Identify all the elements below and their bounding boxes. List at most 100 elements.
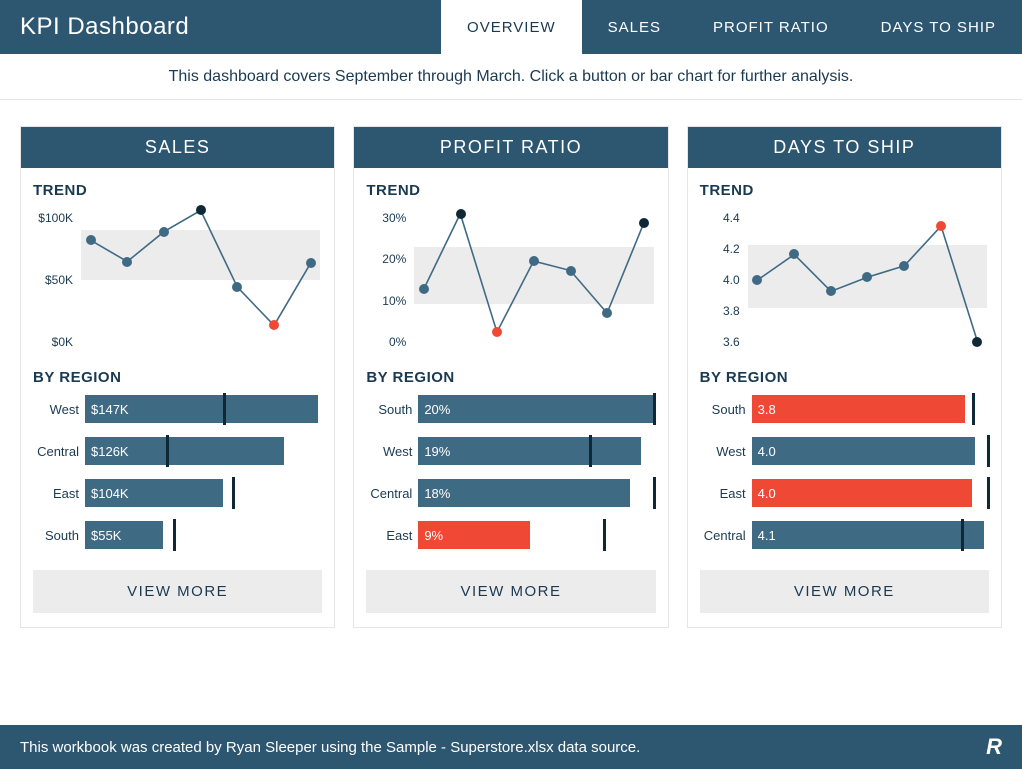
region-bar[interactable]: 18% <box>418 479 629 507</box>
region-value: $126K <box>91 444 129 459</box>
region-reference-line <box>589 435 592 467</box>
region-row[interactable]: West19% <box>366 434 655 468</box>
trend-ytick: 3.6 <box>700 335 746 349</box>
by-region-label: BY REGION <box>354 355 667 392</box>
trend-ytick: 4.2 <box>700 242 746 256</box>
dashboard-title: KPI Dashboard <box>0 0 441 54</box>
region-reference-line <box>166 435 169 467</box>
trend-marker[interactable] <box>122 257 132 267</box>
trend-y-axis: $100K$50K$0K <box>33 205 79 355</box>
region-reference-line <box>987 477 990 509</box>
region-row[interactable]: Central $126K <box>33 434 322 468</box>
tab-days-to-ship[interactable]: DAYS TO SHIP <box>855 0 1022 54</box>
region-value: 18% <box>424 486 450 501</box>
region-value: $104K <box>91 486 129 501</box>
region-row[interactable]: West $147K <box>33 392 322 426</box>
region-bar[interactable]: 9% <box>418 521 530 549</box>
region-value: 4.0 <box>758 444 776 459</box>
trend-marker[interactable] <box>826 286 836 296</box>
region-bar-track: 4.1 <box>752 521 989 549</box>
region-row[interactable]: East 4.0 <box>700 476 989 510</box>
region-bars: South3.8 West 4.0 East 4.0 Central4.1 <box>688 392 1001 560</box>
trend-marker[interactable] <box>456 209 466 219</box>
region-row[interactable]: East$104K <box>33 476 322 510</box>
tab-profit-ratio[interactable]: PROFIT RATIO <box>687 0 855 54</box>
trend-plot-area <box>748 209 987 351</box>
region-bar[interactable]: 19% <box>418 437 641 465</box>
trend-label: TREND <box>688 168 1001 205</box>
tab-sales[interactable]: SALES <box>582 0 687 54</box>
footer-logo-icon: R <box>986 734 1002 760</box>
trend-plot-area <box>414 209 653 351</box>
trend-ytick: 10% <box>366 294 412 308</box>
region-row[interactable]: South3.8 <box>700 392 989 426</box>
region-bar-track: $55K <box>85 521 322 549</box>
region-name: West <box>33 402 85 417</box>
region-reference-line <box>223 393 226 425</box>
trend-marker[interactable] <box>936 221 946 231</box>
region-row[interactable]: Central18% <box>366 476 655 510</box>
trend-marker[interactable] <box>159 227 169 237</box>
region-bar[interactable]: 20% <box>418 395 653 423</box>
trend-chart[interactable]: $100K$50K$0K <box>21 205 334 355</box>
region-value: 19% <box>424 444 450 459</box>
footer-text: This workbook was created by Ryan Sleepe… <box>20 739 640 756</box>
panel-sales: SALESTREND$100K$50K$0KBY REGIONWest$147K… <box>20 126 335 628</box>
region-bar-track: 4.0 <box>752 479 989 507</box>
trend-ytick: 20% <box>366 252 412 266</box>
region-bar[interactable]: $147K <box>85 395 318 423</box>
region-bar-track: 18% <box>418 479 655 507</box>
trend-marker[interactable] <box>899 261 909 271</box>
trend-chart[interactable]: 4.44.24.03.83.6 <box>688 205 1001 355</box>
region-value: $147K <box>91 402 129 417</box>
region-name: Central <box>33 444 85 459</box>
trend-ytick: 30% <box>366 211 412 225</box>
region-bar[interactable]: $104K <box>85 479 223 507</box>
region-value: 9% <box>424 528 443 543</box>
tab-overview[interactable]: OVERVIEW <box>441 0 582 54</box>
region-name: East <box>700 486 752 501</box>
by-region-label: BY REGION <box>688 355 1001 392</box>
region-value: 4.0 <box>758 486 776 501</box>
region-row[interactable]: Central4.1 <box>700 518 989 552</box>
footer: This workbook was created by Ryan Sleepe… <box>0 725 1022 769</box>
region-name: West <box>700 444 752 459</box>
region-name: East <box>366 528 418 543</box>
region-reference-line <box>972 393 975 425</box>
subtitle: This dashboard covers September through … <box>0 54 1022 100</box>
region-value: 4.1 <box>758 528 776 543</box>
region-bars: West $147K Central $126K East$104K South$55K <box>21 392 334 560</box>
region-bar[interactable]: 4.0 <box>752 437 975 465</box>
region-bar-track: $126K <box>85 437 322 465</box>
trend-marker[interactable] <box>529 256 539 266</box>
view-more-button[interactable]: VIEW MORE <box>33 570 322 613</box>
region-value: 20% <box>424 402 450 417</box>
tab-bar: OVERVIEWSALESPROFIT RATIODAYS TO SHIP <box>441 0 1022 54</box>
region-bar-track: 4.0 <box>752 437 989 465</box>
trend-marker[interactable] <box>86 235 96 245</box>
region-reference-line <box>987 435 990 467</box>
region-bar[interactable]: 3.8 <box>752 395 966 423</box>
region-bar[interactable]: 4.1 <box>752 521 985 549</box>
region-reference-line <box>603 519 606 551</box>
region-row[interactable]: South$55K <box>33 518 322 552</box>
trend-chart[interactable]: 30% 20% 10% 0% <box>354 205 667 355</box>
region-bar[interactable]: 4.0 <box>752 479 973 507</box>
region-reference-line <box>653 393 656 425</box>
region-name: South <box>700 402 752 417</box>
region-bar[interactable]: $55K <box>85 521 163 549</box>
region-name: South <box>33 528 85 543</box>
region-bar[interactable]: $126K <box>85 437 284 465</box>
region-reference-line <box>961 519 964 551</box>
trend-ytick: 0% <box>366 335 412 349</box>
region-bar-track: 19% <box>418 437 655 465</box>
view-more-button[interactable]: VIEW MORE <box>700 570 989 613</box>
region-row[interactable]: South20% <box>366 392 655 426</box>
trend-marker[interactable] <box>306 258 316 268</box>
trend-marker[interactable] <box>566 266 576 276</box>
panels-row: SALES TREND $100K$50K$0K BY REGION West $147K… <box>0 100 1022 644</box>
region-row[interactable]: East 9% <box>366 518 655 552</box>
region-row[interactable]: West 4.0 <box>700 434 989 468</box>
panel-title: SALES <box>21 127 334 168</box>
view-more-button[interactable]: VIEW MORE <box>366 570 655 613</box>
